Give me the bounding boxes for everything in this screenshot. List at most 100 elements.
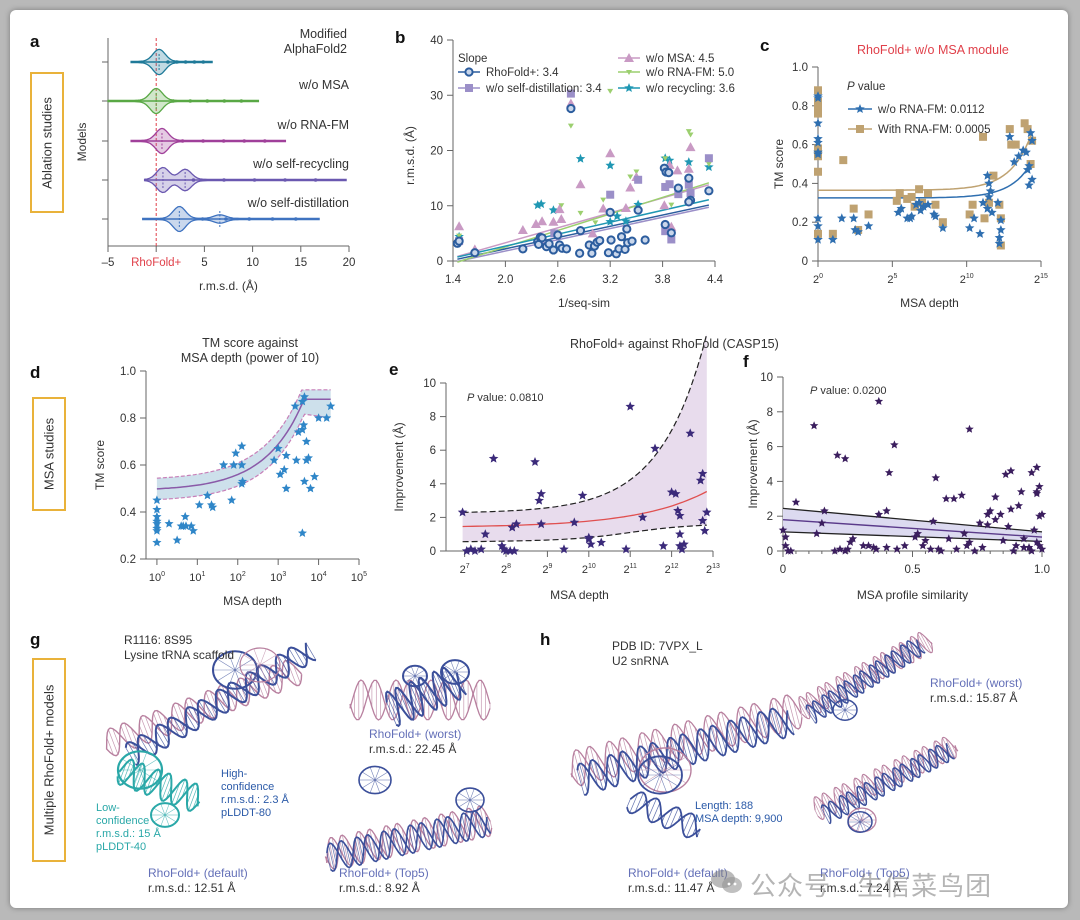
legend-marker <box>855 104 865 113</box>
data-point <box>454 221 465 231</box>
prediction-base-pair <box>358 837 364 858</box>
data-point <box>275 469 285 479</box>
data-point <box>686 189 695 198</box>
data-point <box>164 518 174 528</box>
prediction-base <box>443 664 456 673</box>
y-axis-label: TM score <box>772 139 786 189</box>
h-title-line1: PDB ID: 7VPX_L <box>612 639 703 653</box>
data-point <box>227 495 237 505</box>
confidence-band <box>156 389 331 500</box>
data-point <box>1011 541 1021 550</box>
data-point <box>839 156 848 165</box>
prediction-base-pair <box>233 682 246 703</box>
data-point <box>882 543 891 552</box>
legend-marker <box>465 84 473 92</box>
violin-w-o-msa: w/o MSA <box>107 78 350 115</box>
data-point <box>679 539 689 549</box>
reference-base-pair <box>130 727 139 746</box>
data-point <box>587 228 598 238</box>
reference-base <box>259 648 267 666</box>
prediction-base <box>217 658 236 671</box>
chart-b: 0 10 20 30 40 1.4 2.0 2.6 3.2 3.8 4.4 1/seq-sim r.m.… <box>402 35 735 310</box>
prediction-base-pair <box>409 682 424 715</box>
data-point <box>853 226 863 236</box>
h-length: Length: 188 <box>695 800 754 812</box>
reference-base-pair <box>754 703 764 737</box>
data-point <box>996 225 1006 234</box>
reference-base-pair <box>572 762 579 784</box>
low-confidence-base-pair <box>118 763 127 784</box>
reference-base <box>253 664 261 682</box>
x-tick-label: 0.5 <box>905 564 921 576</box>
prediction-base-pair <box>696 736 705 761</box>
reference-base-pair <box>489 821 493 828</box>
prediction-base-pair <box>411 825 417 846</box>
data-point <box>814 86 822 95</box>
data-point <box>650 443 660 453</box>
prediction-base-pair <box>367 834 375 861</box>
data-point <box>814 229 822 238</box>
points-tri-down <box>456 88 712 239</box>
prediction-base <box>844 703 855 711</box>
data-point <box>322 413 332 422</box>
prediction-base <box>469 799 475 812</box>
prediction-base-pair <box>946 743 955 759</box>
reference-base-pair <box>793 701 801 728</box>
data-point <box>830 546 840 555</box>
data-point <box>998 536 1008 545</box>
low-confidence-base <box>153 807 166 816</box>
prediction-base-pair <box>203 700 216 720</box>
reference-base-pair <box>369 829 377 859</box>
prediction-base <box>850 821 861 829</box>
prediction-backbone <box>820 743 950 819</box>
violin-outlier <box>205 99 210 103</box>
reference-base-pair <box>173 704 184 730</box>
h-default-rmsd: r.m.s.d.: 11.47 Å <box>628 881 715 895</box>
reference-base <box>253 648 261 666</box>
reference-base-pair <box>770 700 781 734</box>
prediction-base-pair <box>744 718 754 748</box>
data-point <box>575 226 586 236</box>
data-point <box>301 436 311 446</box>
data-point <box>1027 468 1036 477</box>
prediction-base-pair <box>143 735 156 755</box>
regression-line <box>457 182 710 263</box>
data-point <box>791 497 801 506</box>
prediction-base <box>405 669 416 677</box>
panel-label-d: d <box>30 363 41 382</box>
data-point <box>517 225 528 235</box>
g-worst-rmsd: r.m.s.d.: 22.45 Å <box>369 742 457 756</box>
chart-title-line1: TM score against <box>202 336 298 350</box>
prediction-base <box>856 812 861 823</box>
prediction-base-pair <box>853 675 865 692</box>
data-point <box>666 487 677 497</box>
violin-outlier <box>192 60 197 64</box>
data-point <box>152 526 162 535</box>
data-point <box>625 182 636 192</box>
low-confidence-base <box>139 758 158 771</box>
prediction-base-pair <box>606 761 615 787</box>
data-point <box>470 546 480 555</box>
violin-outlier <box>188 99 193 103</box>
data-point <box>975 228 985 238</box>
violin-body <box>142 205 320 233</box>
data-point <box>1032 463 1042 472</box>
data-point <box>926 544 935 553</box>
legend-marker <box>856 125 864 133</box>
prediction-base <box>227 669 236 688</box>
prediction-base <box>465 788 471 801</box>
reference-base <box>861 808 867 821</box>
prediction-base <box>844 709 849 720</box>
data-point <box>1035 511 1044 520</box>
prediction-base <box>844 709 855 717</box>
data-point <box>1009 157 1019 167</box>
prediction-base <box>652 774 661 793</box>
prediction-base <box>454 660 460 673</box>
data-point <box>813 221 823 231</box>
violin-outlier <box>294 217 298 221</box>
data-point <box>640 235 650 245</box>
g-default-rmsd: r.m.s.d.: 12.51 Å <box>148 881 236 895</box>
data-point <box>299 392 309 401</box>
y-tick-label: 0.2 <box>120 554 136 566</box>
prediction-base <box>642 774 661 787</box>
